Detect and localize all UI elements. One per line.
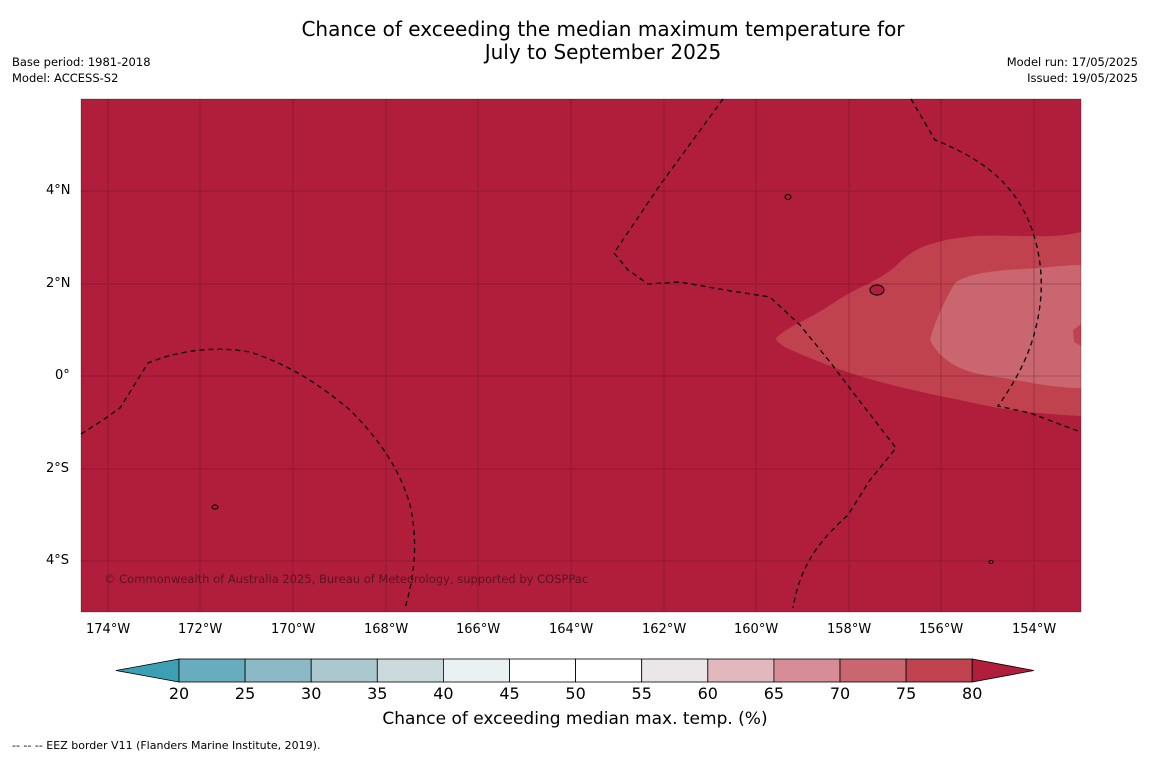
island-marker-1 <box>784 194 792 200</box>
colorbar-segment <box>905 658 973 683</box>
lon-label: 166°W <box>456 622 501 637</box>
lon-label: 174°W <box>86 622 131 637</box>
colorbar-segment <box>641 658 709 683</box>
colorbar-segment <box>244 658 312 683</box>
colorbar-tick-label: 55 <box>631 684 652 703</box>
colorbar-tick-label: 50 <box>565 684 586 703</box>
colorbar-label: Chance of exceeding median max. temp. (%… <box>382 709 768 729</box>
lat-label-2s: 2°S <box>46 461 70 476</box>
colorbar-tick-label: 45 <box>499 684 520 703</box>
colorbar-tick-label: 80 <box>962 684 983 703</box>
island-kiritimati <box>869 284 885 296</box>
base-period: Base period: 1981-2018 <box>12 55 151 69</box>
colorbar-segment <box>575 658 643 683</box>
islands <box>211 194 994 564</box>
lat-label-0: 0° <box>55 368 70 383</box>
eez-borders <box>80 98 1079 609</box>
eez-border-west <box>80 348 416 609</box>
lon-label: 154°W <box>1012 622 1057 637</box>
lat-label-4s: 4°S <box>46 553 70 568</box>
colorbar-extend-low <box>115 658 180 683</box>
map-title: Chance of exceeding the median maximum t… <box>0 18 1150 64</box>
lat-label-4n: 4°N <box>46 183 71 198</box>
issued-date: Issued: 19/05/2025 <box>1027 71 1138 85</box>
anomaly-band-70 <box>930 265 1081 388</box>
gridlines <box>81 99 1081 612</box>
colorbar-segment <box>509 658 576 683</box>
colorbar-tick-label: 40 <box>433 684 454 703</box>
title-line-1: Chance of exceeding the median maximum t… <box>301 17 905 41</box>
colorbar <box>115 658 1035 683</box>
colorbar-tick-label: 70 <box>829 684 851 703</box>
colorbar-tick-label: 75 <box>895 684 917 703</box>
colorbar-segment <box>442 658 510 683</box>
colorbar-extend-high <box>971 658 1035 683</box>
island-marker-2 <box>211 504 219 510</box>
colorbar-tick-label: 30 <box>301 684 322 703</box>
colorbar-segment <box>707 658 775 683</box>
island-marker-3 <box>988 560 994 564</box>
eez-border-east <box>910 98 1079 432</box>
colorbar-segment <box>376 658 444 683</box>
title-line-2: July to September 2025 <box>484 40 722 64</box>
colorbar-tick-label: 20 <box>168 684 190 703</box>
eez-border-central <box>613 98 897 609</box>
lon-label: 164°W <box>549 622 594 637</box>
colorbar-segment <box>178 658 246 683</box>
eez-legend-footer: -- -- -- EEZ border V11 (Flanders Marine… <box>12 739 321 752</box>
colorbar-segment <box>839 658 907 683</box>
lon-label: 162°W <box>642 622 687 637</box>
lon-label: 160°W <box>734 622 779 637</box>
map-frame <box>80 98 1082 613</box>
model-run: Model run: 17/05/2025 <box>1006 55 1138 69</box>
colorbar-tick-label: 25 <box>234 684 256 703</box>
lon-label: 158°W <box>827 622 872 637</box>
colorbar-tick-label: 65 <box>763 684 785 703</box>
meta-right: Model run: 17/05/2025 Issued: 19/05/2025 <box>1007 54 1138 86</box>
colorbar-tick-label: 35 <box>367 684 388 703</box>
lon-label: 168°W <box>364 622 409 637</box>
lat-label-2n: 2°N <box>46 276 71 291</box>
lon-label: 156°W <box>919 622 964 637</box>
colorbar-segment <box>310 658 378 683</box>
model-name: Model: ACCESS-S2 <box>12 71 119 85</box>
lon-label: 172°W <box>178 622 223 637</box>
copyright-notice: © Commonwealth of Australia 2025, Bureau… <box>104 572 589 586</box>
meta-left: Base period: 1981-2018 Model: ACCESS-S2 <box>12 54 151 86</box>
colorbar-tick-label: 60 <box>697 684 718 703</box>
lon-label: 170°W <box>271 622 316 637</box>
colorbar-segment <box>773 658 841 683</box>
